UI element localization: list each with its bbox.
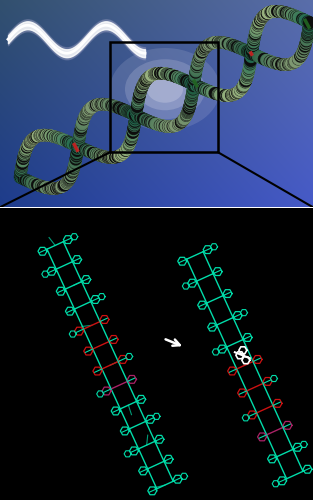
Ellipse shape bbox=[125, 59, 205, 119]
Bar bbox=[110, 42, 218, 152]
Ellipse shape bbox=[147, 76, 183, 103]
Ellipse shape bbox=[137, 68, 193, 110]
Ellipse shape bbox=[110, 48, 220, 130]
